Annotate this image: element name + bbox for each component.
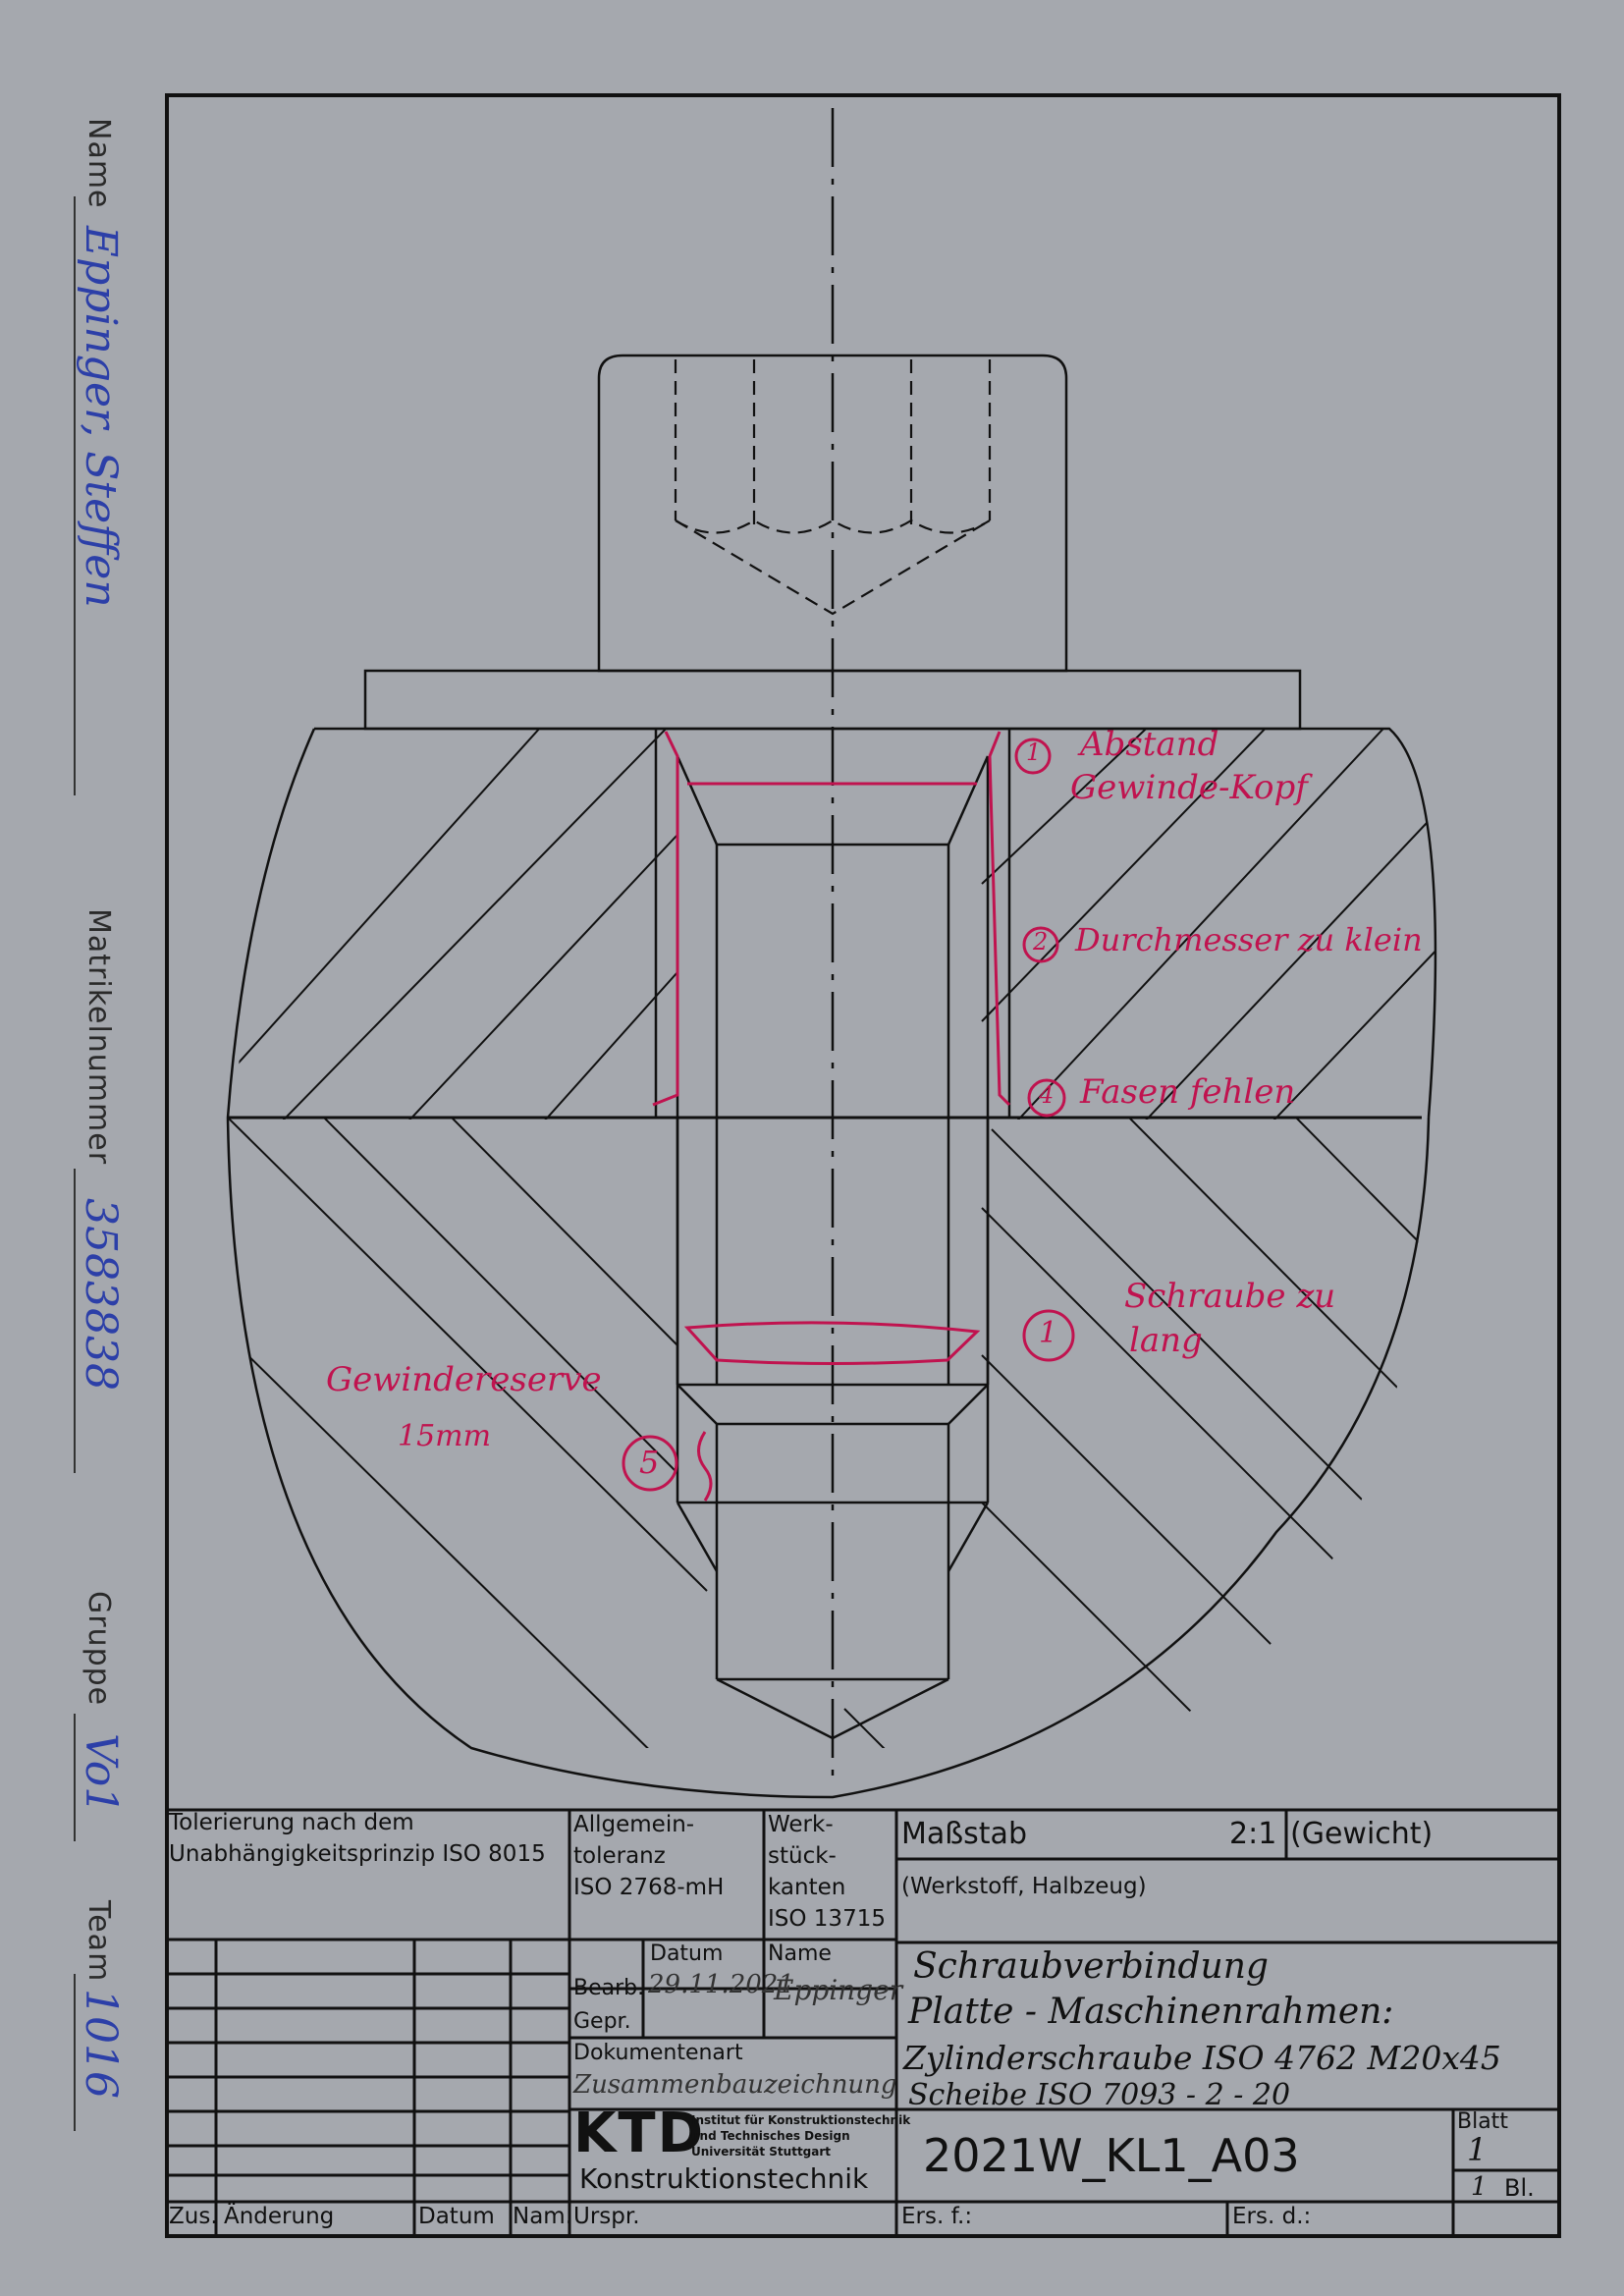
datum-header: Datum (650, 1941, 724, 1966)
bearb-name: Eppinger (774, 1974, 903, 2006)
werk-line3: kanten (768, 1875, 846, 1900)
drawing-frame (165, 93, 1561, 2238)
allgemein-line1: Allgemein- (573, 1812, 695, 1837)
circle-2 (1022, 926, 1059, 963)
bl-value: 1 (1471, 2172, 1488, 2202)
circle-5-label: 5 (639, 1444, 660, 1481)
ktd-logo: KTD (573, 2102, 706, 2165)
hex-socket (674, 359, 992, 616)
screw-head (597, 354, 1068, 673)
ers-f-label: Ers. f.: (901, 2204, 973, 2229)
drawing-title-1: Schraubverbindung (913, 1946, 1269, 1987)
konstruktionstechnik: Konstruktionstechnik (579, 2162, 869, 2195)
plate-hatching (236, 729, 1435, 1120)
drawing-title-3: Zylinderschraube ISO 4762 M20x45 (903, 2039, 1501, 2077)
matrikel-line (74, 1169, 76, 1473)
annotation-lang: lang (1129, 1321, 1203, 1360)
tolerierung-line2: Unabhängigkeitsprinzip ISO 8015 (169, 1841, 546, 1867)
werk-line4: ISO 13715 (768, 1906, 886, 1932)
werk-line2: stück- (768, 1843, 837, 1869)
bearb-datum: 29.11.2021 (648, 1970, 794, 1999)
allgemein-line2: toleranz (573, 1843, 666, 1869)
annotation-durchmesser: Durchmesser zu klein (1075, 921, 1423, 958)
annotation-fasen: Fasen fehlen (1080, 1072, 1296, 1112)
nam-label: Nam. (513, 2204, 573, 2229)
drawing-title-2: Platte - Maschinenrahmen: (908, 1992, 1394, 2032)
name-line (74, 196, 76, 795)
circle-4 (1027, 1078, 1066, 1118)
institute-line2: und Technisches Design (691, 2129, 850, 2143)
circle-4-label: 4 (1039, 1081, 1055, 1109)
plate-outline (314, 727, 1437, 1119)
circle-1 (1014, 738, 1052, 775)
bl-label: Bl. (1504, 2174, 1535, 2202)
blatt-label: Blatt (1457, 2109, 1508, 2134)
circle-2-label: 2 (1033, 928, 1049, 956)
aenderung-label: Änderung (224, 2204, 335, 2229)
allgemein-line3: ISO 2768-mH (573, 1875, 725, 1900)
dokumentenart-value: Zusammenbauzeichnung (573, 2070, 897, 2100)
ers-d-label: Ers. d.: (1232, 2204, 1312, 2229)
annotation-gewinde-kopf: Gewinde-Kopf (1070, 768, 1308, 807)
drawing-title-4: Scheibe ISO 7093 - 2 - 20 (908, 2078, 1291, 2112)
institute-line3: Universität Stuttgart (691, 2145, 832, 2159)
circle-5 (622, 1435, 678, 1492)
bearb-label: Bearb. (573, 1976, 645, 2000)
gepr-label: Gepr. (573, 2009, 631, 2034)
annotation-abstand: Abstand (1080, 725, 1219, 764)
annotation-15mm: 15mm (398, 1419, 492, 1453)
drawing-number: 2021W_KL1_A03 (923, 2129, 1300, 2182)
werkstoff-label: (Werkstoff, Halbzeug) (901, 1874, 1147, 1899)
werk-line1: Werk- (768, 1812, 834, 1837)
zus-label: Zus. (169, 2204, 218, 2229)
name-header: Name (768, 1941, 832, 1966)
tolerierung-line1: Tolerierung nach dem (169, 1810, 414, 1835)
correction-marks (622, 731, 1075, 1502)
massstab-value: 2:1 (1229, 1817, 1277, 1851)
urspr-label: Urspr. (573, 2204, 640, 2229)
circle-1-label: 1 (1026, 738, 1042, 766)
break-line-left (226, 728, 1431, 1799)
threaded-hole (676, 1118, 990, 1740)
annotation-gewindereserve: Gewindereserve (326, 1360, 602, 1399)
title-block-lines (167, 1808, 1559, 2236)
blatt-value: 1 (1467, 2131, 1488, 2168)
circle-1b (1022, 1309, 1075, 1362)
clearance-hole (654, 729, 1011, 1118)
team-line (74, 1974, 76, 2131)
dokumentenart-label: Dokumentenart (573, 2041, 743, 2065)
gewicht-label: (Gewicht) (1290, 1817, 1434, 1851)
gruppe-line (74, 1714, 76, 1841)
datum-label-bottom: Datum (418, 2204, 495, 2229)
annotation-schraube: Schraube zu (1124, 1277, 1336, 1316)
base-hatching (228, 1118, 1423, 1748)
circle-1b-label: 1 (1039, 1316, 1058, 1350)
massstab-label: Maßstab (901, 1817, 1027, 1851)
institute-line1: Institut für Konstruktionstechnik (691, 2113, 911, 2127)
